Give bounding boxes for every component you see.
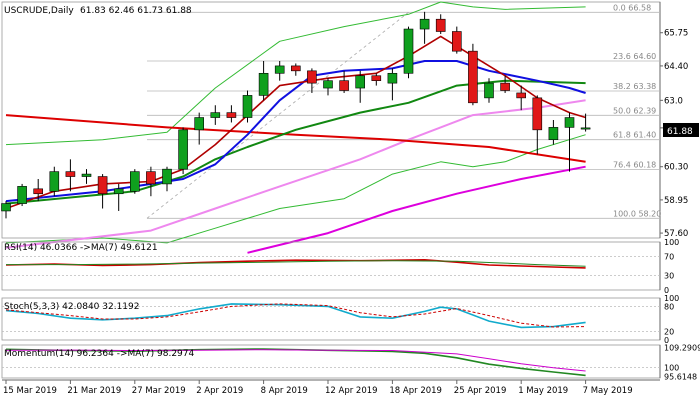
candle-body-29 — [468, 50, 478, 104]
candle-body-32 — [516, 92, 527, 99]
candle-body-12 — [194, 117, 204, 131]
date-tick-label-4: 8 Apr 2019 — [261, 386, 308, 396]
candle-body-20 — [323, 80, 333, 89]
date-tick-label-6: 18 Apr 2019 — [389, 386, 442, 396]
price-tick-label-2: 63.0 — [664, 96, 683, 106]
fib-label-5: 76.4 60.18 — [613, 161, 656, 170]
stoch-title: Stoch(5,3,3) 42.0840 32.1192 — [4, 302, 139, 312]
date-tick-label-1: 21 Mar 2019 — [67, 386, 121, 396]
subpanel-tick-label-3: 0 — [664, 286, 669, 295]
indicator-series-1 — [5, 349, 586, 372]
fib-label-4: 61.8 61.40 — [613, 131, 656, 140]
fib-label-1: 23.6 64.60 — [613, 52, 656, 61]
date-tick-label-0: 15 Mar 2019 — [3, 386, 57, 396]
candle-body-26 — [419, 18, 430, 30]
date-tick-label-2: 27 Mar 2019 — [132, 386, 186, 396]
subpanel-tick-label-1: 80 — [664, 302, 674, 311]
fib-label-2: 38.2 63.38 — [613, 82, 656, 91]
candle-body-33 — [532, 97, 543, 131]
price-tick-label-1: 64.40 — [664, 62, 688, 72]
fib-label-3: 50.0 62.39 — [613, 106, 656, 115]
price-tick-label-0: 65.75 — [664, 29, 688, 39]
candle-body-35 — [564, 117, 575, 128]
date-tick-label-3: 2 Apr 2019 — [196, 386, 243, 396]
fib-label-6: 100.0 58.20 — [613, 209, 661, 218]
subpanel-tick-label-2: 30 — [664, 272, 674, 281]
price-tick-label-4: 60.30 — [664, 163, 688, 173]
candle-body-10 — [162, 168, 172, 185]
candle-body-23 — [371, 75, 382, 81]
candle-body-7 — [113, 188, 124, 195]
candle-body-36 — [580, 127, 591, 130]
candle-body-27 — [435, 18, 446, 32]
date-tick-label-8: 1 May 2019 — [518, 386, 568, 396]
subpanel-tick-label-0: 109.2909 — [664, 344, 700, 353]
candle-body-0 — [1, 203, 11, 212]
indicator-series-0 — [5, 303, 586, 329]
date-tick-label-7: 25 Apr 2019 — [454, 386, 507, 396]
symbol-title: USCRUDE,Daily — [4, 6, 74, 16]
candle-body-18 — [290, 65, 301, 72]
ma-red-line — [5, 114, 586, 163]
price-tick-label-6: 57.60 — [664, 229, 688, 239]
subpanel-tick-label-0: 100 — [664, 238, 679, 247]
candle-body-24 — [387, 72, 398, 84]
candle-body-8 — [130, 171, 140, 192]
candle-body-1 — [17, 186, 27, 204]
candle-body-28 — [451, 31, 462, 52]
candle-body-9 — [146, 171, 156, 185]
price-tick-label-5: 58.95 — [664, 196, 688, 206]
fib-label-0: 0.0 66.58 — [613, 3, 651, 12]
indicator-series-0 — [5, 348, 586, 377]
indicator-series-1 — [5, 303, 586, 328]
current-price-badge — [663, 123, 699, 137]
ohlc-readout: 61.83 62.46 61.73 61.88 — [80, 6, 192, 16]
subpanel-tick-label-0: 100 — [664, 294, 679, 303]
rsi-panel: 100 70 30 0 — [1, 238, 679, 295]
ma-blue-line — [5, 60, 586, 203]
candle-body-5 — [81, 173, 92, 177]
candle-body-17 — [274, 65, 285, 74]
momentum-title: Momentum(14) 96.2364 ->MA(7) 98.2974 — [4, 349, 195, 359]
candle-body-2 — [33, 188, 44, 195]
candle-body-19 — [307, 70, 317, 84]
candle-body-31 — [500, 82, 510, 91]
candle-body-16 — [258, 72, 269, 96]
subpanel-tick-label-1: 70 — [664, 252, 674, 261]
date-tick-label-5: 12 Apr 2019 — [325, 386, 378, 396]
candle-body-34 — [548, 127, 559, 140]
rsi-title: RSI(14) 46.0366 ->MA(7) 49.6121 — [4, 243, 158, 253]
candle-body-25 — [403, 28, 414, 74]
ma-magenta-line — [247, 165, 586, 254]
bollinger-upper — [5, 1, 586, 146]
candle-body-11 — [178, 129, 188, 170]
bollinger-lower — [5, 134, 586, 244]
candle-body-30 — [484, 82, 494, 99]
current-price-label: 61.88 — [667, 127, 693, 137]
candle-body-15 — [242, 95, 253, 118]
indicator-series-1 — [6, 260, 586, 267]
indicator-series-0 — [5, 258, 586, 269]
candle-body-14 — [226, 112, 237, 118]
ma-pink-line — [5, 99, 586, 249]
price-panel: 0.0 66.58 23.6 64.60 38.2 63.38 50.0 62.39 6… — [1, 1, 688, 254]
subpanel-tick-label-1: 100 — [664, 363, 679, 372]
subpanel-tick-label-2: 20 — [664, 328, 674, 337]
fib-trend-line — [146, 12, 409, 219]
subpanel-tick-label-3: 0 — [664, 336, 669, 345]
candle-body-3 — [49, 171, 60, 192]
candle-body-21 — [339, 80, 349, 91]
candle-body-4 — [65, 171, 76, 177]
candle-body-13 — [210, 112, 221, 118]
date-tick-label-9: 7 May 2019 — [583, 386, 633, 396]
subpanel-tick-label-2: 95.6148 — [664, 373, 697, 382]
candle-body-6 — [97, 176, 108, 195]
candle-body-22 — [355, 75, 366, 89]
date-axis: 15 Mar 2019 21 Mar 2019 27 Mar 2019 2 Apr 2… — [2, 379, 660, 396]
